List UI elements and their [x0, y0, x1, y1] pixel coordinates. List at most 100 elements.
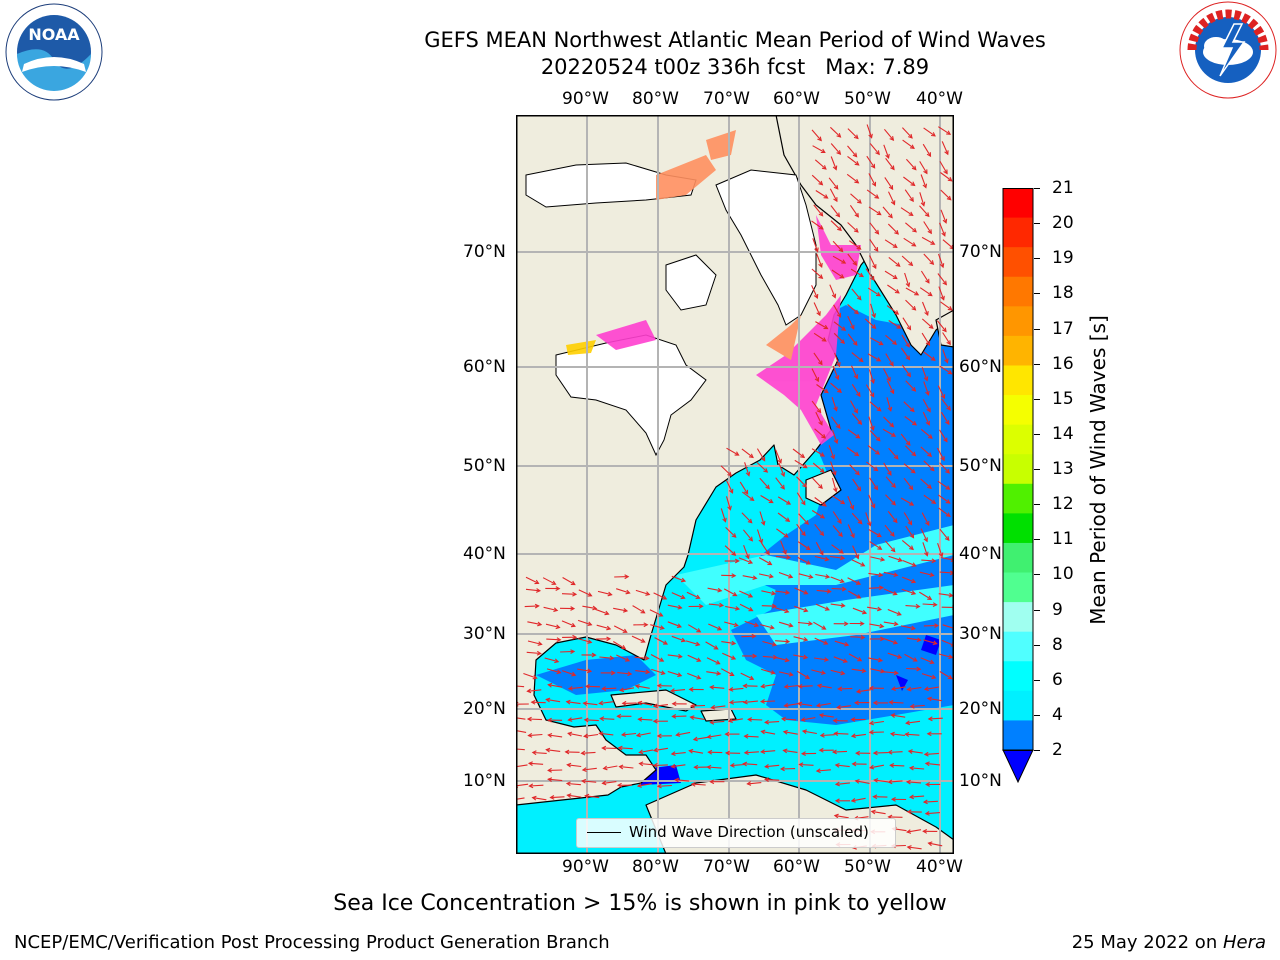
wind-wave-arrow: [848, 240, 861, 250]
wind-wave-arrow: [921, 332, 930, 346]
wind-wave-arrowhead: [803, 636, 809, 642]
nws-logo: [1178, 0, 1278, 100]
wind-wave-arrowhead: [567, 685, 573, 691]
wind-wave-arrowhead: [932, 602, 938, 607]
wind-wave-arrow: [920, 428, 933, 439]
wind-wave-arrow: [762, 655, 777, 659]
wind-wave-arrowhead: [922, 829, 928, 834]
wind-wave-arrowhead: [891, 432, 897, 437]
wind-wave-arrowhead: [693, 764, 699, 770]
wind-wave-arrowhead: [621, 645, 627, 650]
wind-wave-arrow: [938, 653, 953, 659]
wind-wave-arrowhead: [727, 505, 732, 511]
wind-wave-arrowhead: [912, 227, 917, 233]
wind-wave-arrow: [865, 268, 875, 281]
wind-wave-arrow: [654, 747, 668, 752]
wind-wave-arrow: [902, 317, 911, 330]
wind-wave-arrowhead: [785, 517, 791, 522]
wind-wave-arrow: [905, 445, 916, 456]
wind-wave-arrow: [812, 238, 819, 252]
wind-wave-arrow: [905, 380, 916, 392]
wind-wave-arrow: [831, 429, 838, 444]
wind-wave-arrowhead: [580, 750, 586, 756]
wind-wave-arrowhead: [887, 406, 893, 412]
wind-wave-arrowhead: [948, 654, 954, 660]
wind-wave-arrow: [905, 525, 914, 539]
wind-wave-arrowhead: [555, 586, 561, 591]
wind-wave-arrow: [939, 161, 948, 174]
wind-wave-arrow: [725, 479, 733, 494]
wind-wave-arrowhead: [907, 520, 913, 526]
wind-wave-arrow: [829, 284, 836, 298]
colorbar-tick-label: 15: [1052, 388, 1074, 409]
wind-wave-arrowhead: [854, 554, 860, 560]
wind-wave-arrowhead: [905, 779, 911, 785]
colorbar-tick-label: 6: [1052, 669, 1063, 690]
wind-wave-arrowhead: [927, 291, 933, 297]
wind-wave-arrow: [940, 301, 953, 311]
wind-wave-arrow: [691, 783, 706, 786]
wind-wave-arrow: [774, 656, 789, 662]
wind-wave-arrow: [874, 779, 889, 783]
sea-ice-yellow: [566, 340, 596, 355]
wind-wave-arrowhead: [771, 641, 778, 647]
wind-wave-arrowhead: [870, 276, 875, 282]
wind-wave-arrow: [798, 573, 813, 578]
wind-wave-arrowhead: [875, 436, 881, 442]
wind-wave-arrowhead: [800, 717, 806, 722]
wind-wave-arrow: [602, 781, 617, 784]
wind-wave-arrowhead: [869, 392, 875, 398]
wind-wave-arrowhead: [888, 700, 894, 705]
colorbar-segment: [1003, 483, 1033, 514]
wind-wave-arrowhead: [732, 591, 738, 597]
wind-wave-arrow: [797, 556, 811, 565]
wind-wave-arrow: [852, 607, 867, 614]
wind-wave-arrow: [811, 129, 822, 141]
wind-wave-arrow: [938, 593, 953, 597]
colorbar-tick-mark: [1034, 469, 1040, 470]
wind-wave-arrowhead: [858, 357, 864, 363]
wind-wave-arrowhead: [556, 637, 562, 643]
colorbar-tick-label: 19: [1052, 248, 1074, 269]
wind-wave-arrowhead: [534, 603, 540, 609]
wind-wave-arrow: [939, 429, 948, 442]
wind-wave-arrow: [833, 321, 846, 331]
wind-wave-arrowhead: [879, 623, 885, 629]
wind-wave-arrowhead: [818, 262, 823, 268]
wind-wave-arrowhead: [855, 688, 861, 694]
wind-wave-arrow: [939, 222, 946, 237]
wind-wave-arrow: [832, 255, 846, 264]
colorbar-segment: [1003, 690, 1033, 722]
wind-wave-arrow: [848, 590, 861, 599]
wind-wave-arrow: [905, 605, 920, 608]
wind-wave-arrow: [830, 382, 842, 393]
wind-wave-arrow: [883, 638, 898, 644]
wind-wave-arrowhead: [850, 533, 855, 539]
wind-wave-arrow: [813, 302, 821, 316]
wind-wave-arrowhead: [929, 466, 935, 472]
wind-wave-arrowhead: [587, 621, 593, 627]
wind-wave-arrowhead: [571, 671, 577, 677]
wind-wave-arrow: [832, 511, 842, 524]
wind-wave-arrowhead: [870, 378, 875, 385]
wind-wave-arrowhead: [851, 761, 857, 767]
wind-wave-arrowhead: [826, 589, 832, 594]
wind-wave-arrow: [939, 462, 950, 474]
wind-wave-arrowhead: [886, 376, 891, 382]
wind-wave-arrowhead: [890, 547, 896, 553]
wind-wave-arrowhead: [920, 201, 926, 207]
wind-wave-arrow: [870, 556, 885, 561]
wind-wave-arrow: [833, 750, 848, 753]
wind-wave-arrow: [833, 332, 845, 344]
colorbar-extend-arrow: [1002, 749, 1034, 784]
wind-wave-arrow: [708, 603, 723, 607]
wind-wave-arrowhead: [868, 720, 874, 726]
wind-wave-arrowhead: [764, 763, 770, 769]
wind-wave-arrow: [873, 752, 888, 754]
wind-wave-arrowhead: [929, 260, 935, 266]
wind-wave-arrow: [923, 800, 938, 803]
wind-wave-arrowhead: [889, 422, 895, 428]
wind-wave-arrow: [887, 652, 902, 659]
wind-wave-arrow: [907, 829, 922, 833]
wind-wave-arrowhead: [831, 293, 837, 299]
